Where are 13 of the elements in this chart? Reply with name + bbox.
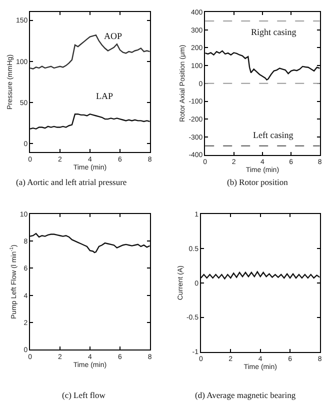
annotation: AOP [104, 31, 122, 41]
line-series [205, 50, 320, 80]
text: (d) Average magnetic bearing [195, 390, 296, 400]
line-series [30, 114, 150, 130]
ref-line-label: Left casing [253, 130, 294, 140]
text: (c) Left flow [62, 390, 106, 400]
annotation: LAP [96, 91, 114, 101]
ref-line-label: Right casing [251, 27, 297, 37]
line-series [30, 34, 150, 70]
text: (b) Rotor position [227, 177, 289, 187]
text: (a) Aortic and left atrial pressure [16, 177, 127, 187]
line-series [30, 232, 150, 254]
line-series [200, 271, 320, 280]
